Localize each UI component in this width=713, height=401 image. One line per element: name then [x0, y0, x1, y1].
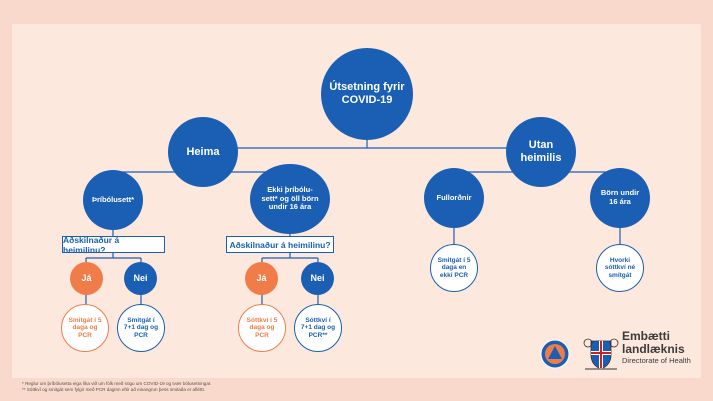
no-label: Nei [133, 273, 148, 284]
yes-label: Já [81, 273, 92, 284]
unvaccinated-label: Ekki þríbólu-sett* og öll börn undir 16 … [261, 185, 319, 212]
outcome-unvaccinated-no: Sóttkví í 7+1 dag og PCR** [294, 304, 342, 352]
question-label: Aðskilnaður á heimilinu? [63, 234, 120, 255]
outcome-label: Smitgát í 7+1 dag og PCR [123, 316, 159, 339]
vaccinated-label: Þríbólusett* [91, 194, 135, 204]
question-label: Aðskilnaður á heimilinu? [229, 239, 331, 250]
unvaccinated-node: Ekki þríbólu-sett* og öll börn undir 16 … [250, 164, 330, 234]
outcome-adults: Smitgát í 5 daga en ekki PCR [430, 244, 478, 292]
separation-question-vaccinated: Aðskilnaður á heimilinu? [62, 234, 165, 255]
outcome-unvaccinated-yes: Sóttkví í 5 daga og PCR [238, 304, 286, 352]
children-node: Börn undir 16 ára [590, 168, 650, 228]
home-label: Heima [186, 145, 220, 158]
yes-node-unvaccinated: Já [245, 262, 278, 295]
yes-label: Já [256, 273, 267, 284]
footnote-1: * Reglur um þríbólusetta eiga líka við u… [22, 381, 212, 386]
root-node: Útsetning fyrir COVID-19 [321, 48, 413, 140]
yes-node-vaccinated: Já [70, 262, 103, 295]
footnotes: * Reglur um þríbólusetta eiga líka við u… [22, 381, 211, 393]
no-node-unvaccinated: Nei [301, 262, 334, 295]
outcome-label: Smitgát í 5 daga og PCR [68, 316, 102, 339]
separation-question-unvaccinated: Aðskilnaður á heimilinu? [226, 236, 334, 253]
root-label: Útsetning fyrir COVID-19 [329, 81, 405, 106]
vaccinated-node: Þríbólusett* [83, 170, 143, 230]
civil-protection-emblem-icon [540, 339, 570, 369]
outcome-label: Sóttkví í 7+1 dag og PCR** [300, 316, 336, 339]
logo-line-1: Embætti [622, 329, 670, 343]
home-node: Heima [168, 117, 238, 187]
footnote-2: ** Sóttkví og smitgát sem fylgir með PCR… [22, 387, 206, 393]
logo-line-2: landlæknis [622, 342, 685, 356]
no-node-vaccinated: Nei [124, 262, 157, 295]
outcome-label: Sóttkví í 5 daga og PCR [246, 316, 278, 339]
outcome-vaccinated-no: Smitgát í 7+1 dag og PCR [117, 304, 165, 352]
outcome-label: Hvorki sóttkví né smitgát [604, 256, 636, 279]
outcome-children: Hvorki sóttkví né smitgát [596, 244, 644, 292]
logo-line-3: Directorate of Health [622, 356, 691, 365]
coat-of-arms-icon [583, 338, 619, 370]
adults-label: Fullorðnir [436, 192, 472, 202]
outside-home-label: Utan heimilis [520, 139, 562, 164]
outcome-vaccinated-yes: Smitgát í 5 daga og PCR [61, 304, 109, 352]
outcome-label: Smitgát í 5 daga en ekki PCR [437, 256, 471, 279]
children-label: Börn undir 16 ára [600, 188, 640, 206]
outside-home-node: Utan heimilis [506, 117, 576, 187]
adults-node: Fullorðnir [424, 168, 484, 228]
health-directorate-logo: Embætti landlæknis Directorate of Health [622, 330, 691, 366]
no-label: Nei [310, 273, 325, 284]
